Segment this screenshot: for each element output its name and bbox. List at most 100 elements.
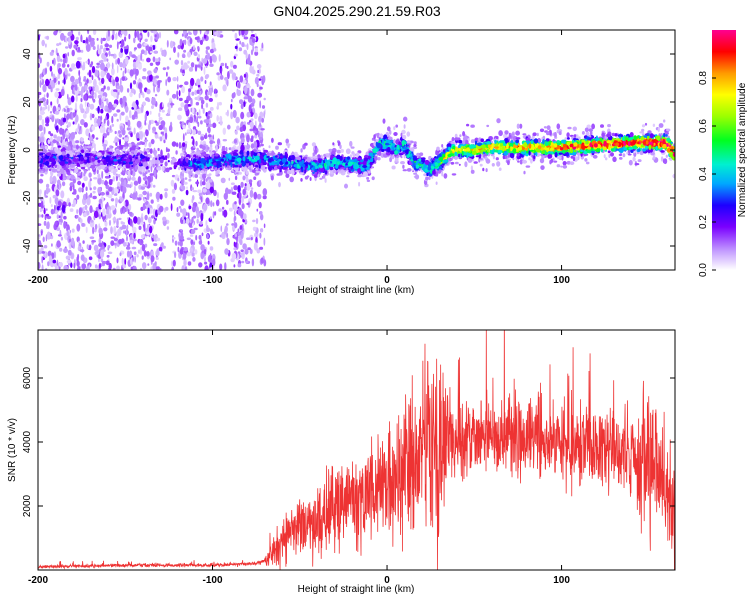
heatmap-cell xyxy=(120,177,124,183)
heatmap-cell xyxy=(191,136,194,139)
heatmap-cell xyxy=(219,142,222,148)
heatmap-cell xyxy=(110,53,115,57)
heatmap-cell xyxy=(570,155,574,159)
heatmap-cell xyxy=(190,239,194,246)
heatmap-cell xyxy=(141,213,144,218)
heatmap-cell xyxy=(154,261,157,266)
heatmap-cell xyxy=(80,171,83,177)
heatmap-cell xyxy=(51,71,53,77)
heatmap-cell xyxy=(498,130,503,137)
heatmap-cell xyxy=(224,262,227,270)
heatmap-cell xyxy=(152,44,156,51)
heatmap-cell xyxy=(176,76,179,82)
heatmap-cell xyxy=(128,143,132,148)
heatmap-cell xyxy=(332,142,335,146)
heatmap-cell xyxy=(242,213,247,220)
heatmap-cell xyxy=(201,103,204,110)
heatmap-cell xyxy=(138,225,142,230)
heatmap-cell xyxy=(115,174,121,177)
heatmap-cell xyxy=(191,198,194,204)
heatmap-cell xyxy=(102,135,105,143)
heatmap-cell xyxy=(141,58,145,62)
heatmap-cell xyxy=(94,264,98,269)
heatmap-cell xyxy=(150,119,154,124)
heatmap-cell xyxy=(184,141,188,144)
heatmap-cell xyxy=(204,95,209,101)
heatmap-cell xyxy=(252,44,255,52)
heatmap-cell xyxy=(149,110,152,115)
heatmap-cell xyxy=(240,249,244,252)
heatmap-cell xyxy=(186,95,191,102)
heatmap-cell xyxy=(66,107,70,113)
heatmap-cell xyxy=(178,205,182,209)
heatmap-cell xyxy=(131,176,136,181)
heatmap-cell xyxy=(195,181,200,185)
heatmap-cell xyxy=(120,221,125,225)
heatmap-cell xyxy=(225,146,228,152)
heatmap-cell xyxy=(119,61,123,68)
heatmap-cell xyxy=(454,161,459,165)
heatmap-cell xyxy=(195,234,198,241)
heatmap-cell xyxy=(249,121,254,129)
heatmap-cell xyxy=(189,127,192,134)
heatmap-cell xyxy=(105,191,110,196)
heatmap-cell xyxy=(139,222,144,225)
heatmap-cell xyxy=(110,198,115,202)
heatmap-cell xyxy=(243,101,246,107)
heatmap-cell xyxy=(65,105,69,109)
heatmap-cell xyxy=(441,170,444,177)
heatmap-cell xyxy=(212,211,215,219)
heatmap-cell xyxy=(56,52,59,57)
heatmap-cell xyxy=(166,71,168,77)
heatmap-cell xyxy=(138,93,141,99)
heatmap-cell xyxy=(119,97,123,105)
heatmap-cell xyxy=(192,138,195,146)
heatmap-cell xyxy=(206,227,211,232)
heatmap-cell xyxy=(47,261,50,267)
heatmap-cell xyxy=(159,193,163,200)
heatmap-cell xyxy=(183,219,186,225)
heatmap-cell xyxy=(94,92,97,99)
heatmap-cell xyxy=(525,165,531,168)
heatmap-cell xyxy=(141,244,146,252)
heatmap-cell xyxy=(142,262,147,270)
heatmap-cell xyxy=(300,148,303,153)
heatmap-cell xyxy=(246,182,251,192)
heatmap-cell xyxy=(186,186,188,189)
heatmap-cell xyxy=(77,253,80,261)
heatmap-cell xyxy=(196,115,198,124)
heatmap-cell xyxy=(241,203,245,210)
heatmap-cell xyxy=(142,190,148,196)
heatmap-cell xyxy=(251,98,256,105)
heatmap-cell xyxy=(212,258,216,266)
heatmap-cell xyxy=(200,170,205,174)
heatmap-cell xyxy=(62,133,66,140)
heatmap-cell xyxy=(190,229,196,235)
heatmap-cell xyxy=(244,86,248,95)
heatmap-cell xyxy=(170,179,175,187)
heatmap-cell xyxy=(257,69,260,74)
heatmap-cell xyxy=(77,172,81,176)
heatmap-cell xyxy=(239,197,241,206)
heatmap-cell xyxy=(137,35,140,41)
heatmap-cell xyxy=(85,43,91,53)
heatmap-cell xyxy=(122,70,125,78)
heatmap-cell xyxy=(251,135,254,140)
heatmap-cell xyxy=(134,47,137,50)
heatmap-cell xyxy=(127,149,130,152)
heatmap-cell xyxy=(179,121,182,125)
heatmap-cell xyxy=(304,142,308,146)
heatmap-cell xyxy=(194,36,200,41)
heatmap-cell xyxy=(230,60,234,68)
heatmap-cell xyxy=(43,220,47,226)
heatmap-cell xyxy=(171,266,175,270)
heatmap-cell xyxy=(92,195,97,200)
heatmap-cell xyxy=(119,197,124,202)
heatmap-cell xyxy=(210,200,213,208)
heatmap-cell xyxy=(53,251,57,259)
heatmap-cell xyxy=(165,113,171,117)
heatmap-cell xyxy=(186,129,190,133)
heatmap-cell xyxy=(119,144,124,150)
heatmap-cell xyxy=(112,79,116,87)
heatmap-cell xyxy=(67,249,72,256)
